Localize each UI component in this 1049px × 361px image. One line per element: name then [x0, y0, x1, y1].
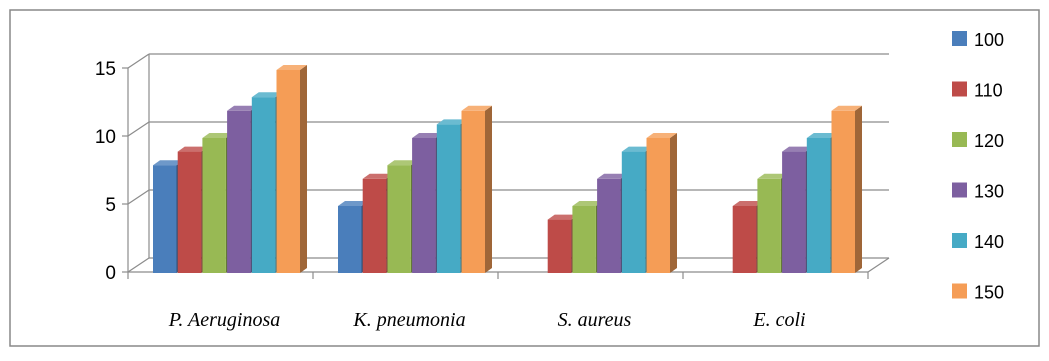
bar	[646, 133, 677, 273]
legend: 100 110 120 130 140 150	[952, 30, 1004, 303]
bar-top	[227, 105, 258, 111]
y-tick-label: 10	[95, 127, 116, 148]
bar-top	[572, 201, 603, 206]
bar-side	[485, 105, 492, 273]
bar-top	[597, 173, 628, 179]
x-category-label: K. pneumonia	[352, 309, 465, 331]
bar-front	[387, 165, 411, 273]
bar-front	[177, 151, 202, 273]
bars	[153, 65, 862, 274]
bar-side	[300, 65, 307, 273]
y-tick-label: 15	[95, 59, 116, 80]
floor-right-edge	[867, 257, 890, 273]
bar-top	[276, 65, 307, 70]
x-category-labels: P. Aeruginosa K. pneumonia S. aureus E. col…	[168, 309, 806, 331]
bar-top	[412, 133, 443, 138]
bar-top	[621, 146, 653, 152]
bar-top	[757, 173, 788, 179]
bar-front	[461, 110, 485, 273]
bar-side	[670, 133, 677, 273]
legend-swatch	[952, 233, 967, 248]
bar-front	[806, 138, 831, 273]
bar-top	[461, 105, 492, 111]
bar	[461, 105, 492, 273]
bar-front	[572, 206, 596, 273]
bar-top	[436, 119, 468, 125]
bar-side	[855, 105, 862, 273]
bar-front	[757, 178, 781, 273]
bar	[276, 65, 307, 273]
legend-label: 140	[974, 232, 1004, 252]
bar-front	[202, 138, 226, 273]
y-tick-labels: 0 5 10 15	[95, 59, 116, 284]
bar-top	[782, 146, 813, 152]
legend-swatch	[952, 81, 967, 97]
legend-label: 150	[974, 283, 1004, 303]
bar-front	[362, 178, 387, 273]
legend-label: 110	[974, 81, 1003, 101]
x-category-label: E. coli	[752, 309, 805, 331]
bar-top	[831, 105, 862, 111]
bar-front	[646, 138, 670, 273]
bar-front	[732, 206, 757, 273]
bar-top	[732, 201, 764, 206]
bar-top	[387, 160, 418, 166]
bar-front	[412, 138, 436, 273]
bar-front	[436, 124, 461, 274]
bar-top	[338, 201, 369, 206]
bar-front	[276, 70, 300, 273]
bar-top	[646, 133, 677, 138]
bar-top	[362, 173, 394, 179]
x-category-label: P. Aeruginosa	[168, 309, 281, 331]
bar-top	[153, 160, 184, 166]
bar-front	[251, 97, 276, 273]
bar	[831, 105, 862, 273]
gridline-side	[127, 121, 150, 137]
bar-front	[782, 151, 806, 273]
bar-front	[621, 151, 646, 273]
bar-front	[227, 110, 251, 273]
gridline-side	[127, 257, 150, 273]
bar-front	[153, 165, 177, 273]
gridline-side	[127, 189, 150, 205]
legend-label: 100	[974, 30, 1004, 50]
bar-front	[597, 178, 621, 273]
bar-top	[547, 214, 579, 220]
legend-swatch	[952, 31, 967, 46]
bar-top	[202, 133, 233, 138]
bar-front	[338, 206, 362, 273]
legend-swatch	[952, 182, 967, 198]
x-category-label: S. aureus	[558, 309, 632, 331]
y-tick-label: 0	[105, 263, 116, 284]
bar-top	[806, 133, 838, 138]
legend-label: 120	[974, 131, 1004, 151]
bar-top	[177, 146, 209, 152]
y-tick-label: 5	[105, 195, 116, 216]
bar-front	[547, 219, 572, 273]
bar-top	[251, 92, 283, 98]
bar-front	[831, 110, 855, 273]
gridline-side	[127, 53, 150, 69]
legend-swatch	[952, 132, 967, 147]
legend-label: 130	[974, 182, 1004, 202]
legend-swatch	[952, 283, 967, 299]
